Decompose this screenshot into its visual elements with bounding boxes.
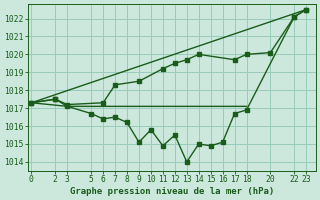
- X-axis label: Graphe pression niveau de la mer (hPa): Graphe pression niveau de la mer (hPa): [70, 187, 274, 196]
